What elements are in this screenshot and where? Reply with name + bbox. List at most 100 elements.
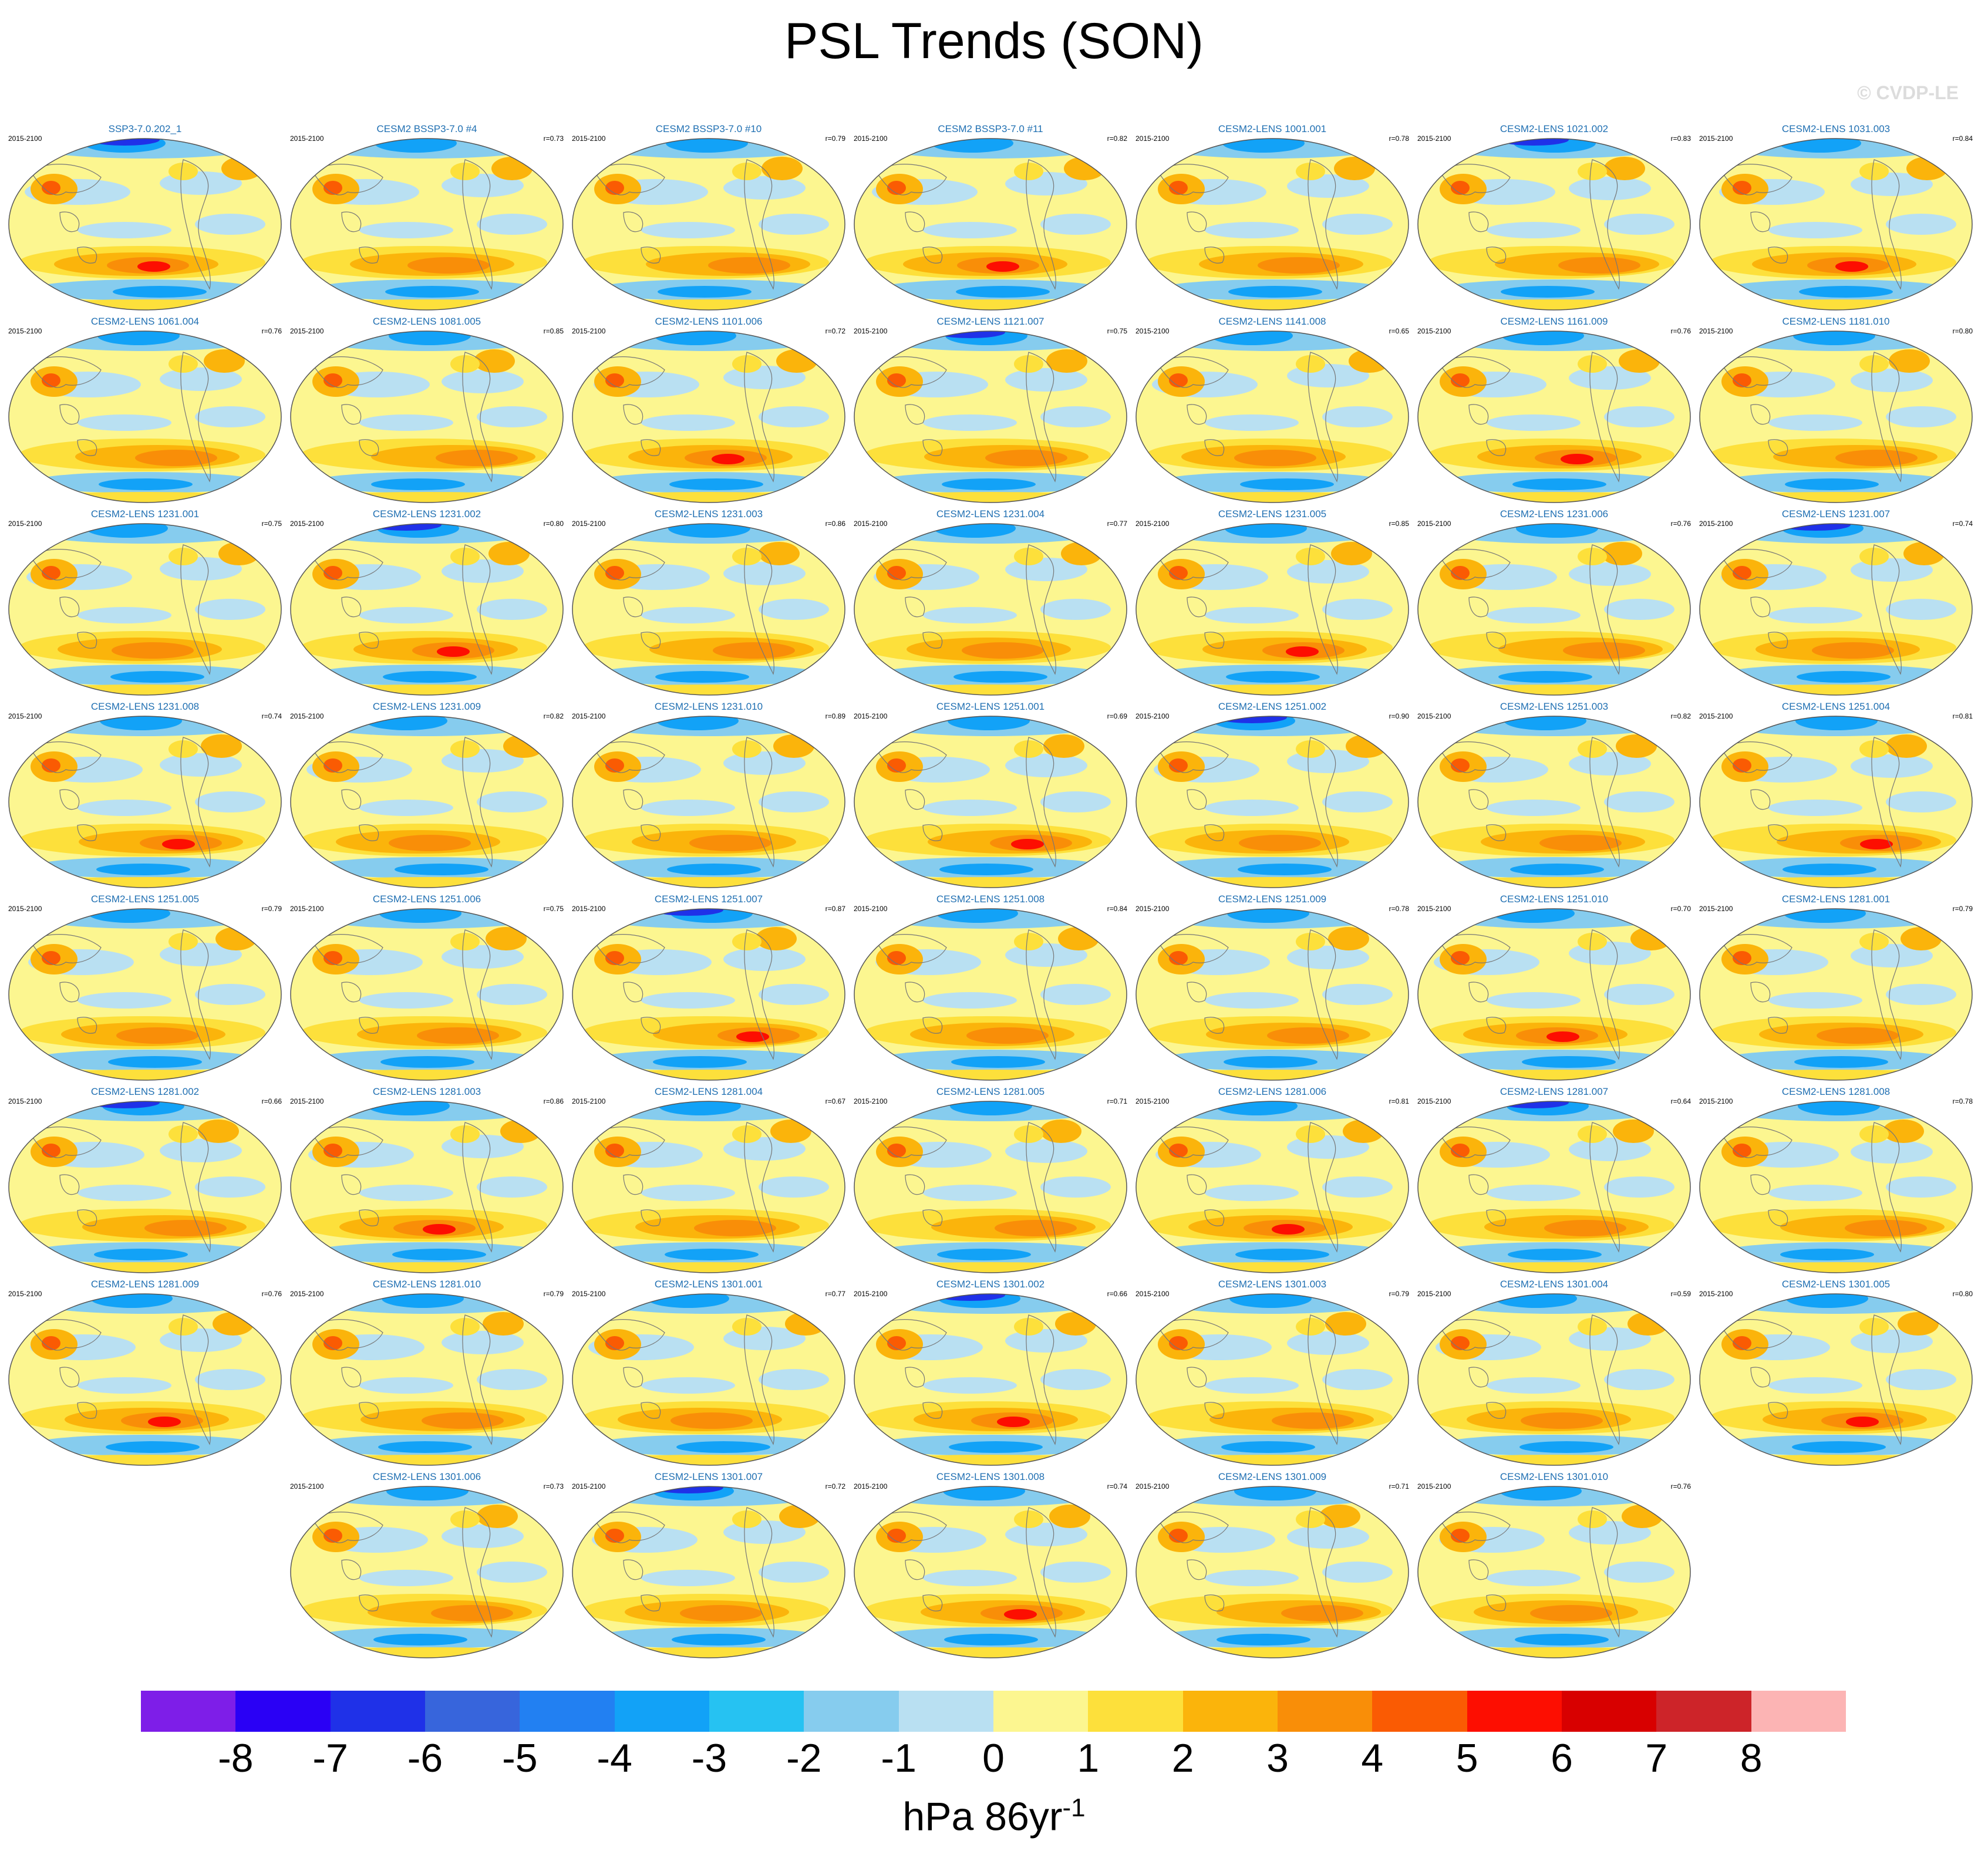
atlantic-high (770, 1119, 811, 1143)
sh-high-peak (997, 1417, 1030, 1427)
panel-period: 2015-2100 (1135, 712, 1170, 720)
panel-period: 2015-2100 (290, 905, 324, 913)
map-panel: CESM2-LENS 1231.002 2015-2100 r=0.80 (289, 508, 565, 702)
nh-high-2 (732, 355, 761, 373)
tropic-low-2 (923, 800, 1017, 816)
panel-correlation: r=0.82 (1107, 134, 1127, 143)
asia-high-core (887, 566, 906, 580)
map-border (572, 1101, 845, 1273)
coastlines (594, 737, 774, 868)
trend-map (572, 1101, 845, 1273)
coastlines (594, 1507, 774, 1638)
tropic-low (1604, 406, 1674, 427)
colorbar-swatch (1751, 1691, 1847, 1732)
nh-low-2 (1287, 174, 1369, 198)
nh-high-2 (1859, 1318, 1889, 1336)
arctic-core (1211, 331, 1293, 345)
map-panel: CESM2-LENS 1301.005 2015-2100 r=0.80 (1698, 1279, 1974, 1472)
tropic-low-2 (1768, 800, 1862, 816)
panel-title: CESM2-LENS 1301.007 (654, 1471, 763, 1482)
nh-high-2 (1296, 163, 1325, 180)
map-border (854, 523, 1127, 696)
panel-title: CESM2-LENS 1231.010 (654, 701, 763, 712)
map-border (1135, 716, 1409, 888)
panel-period: 2015-2100 (290, 1097, 324, 1105)
nh-high-2 (1296, 1510, 1325, 1528)
arctic-core (1784, 909, 1866, 923)
tropic-low (477, 984, 547, 1005)
tropic-low (1604, 214, 1674, 235)
sh-high-core (116, 1027, 198, 1044)
panel-correlation: r=0.71 (1389, 1482, 1409, 1491)
panel-correlation: r=0.81 (1389, 1097, 1409, 1105)
nh-low-2 (723, 947, 806, 971)
coastlines (875, 1314, 1056, 1445)
nh-high-2 (1014, 355, 1043, 373)
panel-correlation: r=0.89 (825, 712, 845, 720)
nh-low-2 (1005, 368, 1087, 392)
map-border (290, 716, 564, 888)
antarctic-core (1792, 1441, 1886, 1453)
nh-low-2 (723, 176, 806, 200)
panel-correlation: r=0.66 (261, 1097, 282, 1105)
panel-correlation: r=0.72 (825, 1482, 845, 1491)
antarctic-core (1235, 1249, 1329, 1260)
nh-low-2 (1287, 946, 1369, 969)
panel-correlation: r=0.80 (1952, 327, 1973, 335)
panel-title: CESM2-LENS 1231.007 (1781, 508, 1891, 520)
colorbar-tick: 2 (1171, 1736, 1194, 1781)
map-border (572, 1293, 845, 1466)
sh-high-core (112, 642, 194, 659)
nh-high-2 (1578, 1510, 1607, 1528)
nh-low-2 (1569, 177, 1651, 200)
antarctic-core (383, 671, 477, 683)
colorbar-tick: -7 (312, 1736, 348, 1781)
colorbar-swatch (804, 1691, 899, 1732)
atlantic-high (761, 157, 803, 180)
arctic-core (389, 331, 471, 345)
coastlines (1157, 352, 1338, 483)
nh-low-2 (442, 1331, 524, 1354)
map-panel: CESM2-LENS 1281.001 2015-2100 r=0.79 (1698, 893, 1974, 1087)
map-panel: CESM2-LENS 1251.005 2015-2100 r=0.79 (7, 893, 283, 1087)
panel-period: 2015-2100 (8, 712, 42, 720)
panel-correlation: r=0.66 (1107, 1290, 1127, 1298)
arctic-core (1495, 1294, 1577, 1308)
tropic-low-2 (1205, 1377, 1299, 1394)
coastlines (312, 929, 493, 1060)
trend-map (1135, 716, 1409, 888)
nh-high-2 (732, 1125, 761, 1143)
nh-low-2 (442, 945, 524, 969)
nh-high-2 (1578, 740, 1607, 758)
asia-high-core (1451, 758, 1470, 773)
nh-low-2 (1851, 1140, 1933, 1164)
antarctic-core (937, 1249, 1031, 1260)
antarctic-core (1224, 1056, 1318, 1068)
coastlines (30, 159, 211, 290)
tropic-low (195, 1176, 265, 1198)
coastlines (875, 1122, 1056, 1253)
colorbar-tick: -6 (407, 1736, 443, 1781)
panel-correlation: r=0.78 (1389, 134, 1409, 143)
asia-high-core (1733, 566, 1751, 580)
asia-high-core (324, 181, 342, 195)
panel-period: 2015-2100 (572, 905, 606, 913)
coastlines (312, 544, 493, 675)
map-panel: CESM2-LENS 1281.003 2015-2100 r=0.86 (289, 1086, 565, 1280)
asia-high-core (42, 1336, 60, 1350)
panel-period: 2015-2100 (1135, 520, 1170, 528)
panel-period: 2015-2100 (8, 1097, 42, 1105)
tropic-low (1604, 984, 1674, 1005)
sh-high-core (1558, 257, 1640, 274)
panel-correlation: r=0.72 (825, 327, 845, 335)
map-border (1417, 1486, 1691, 1658)
nh-high-2 (450, 355, 480, 373)
map-border (8, 331, 282, 503)
panel-period: 2015-2100 (572, 1097, 606, 1105)
asia-high-core (42, 1144, 60, 1158)
map-panel: CESM2-LENS 1251.009 2015-2100 r=0.78 (1134, 893, 1410, 1087)
nh-low-2 (442, 1525, 524, 1548)
tropic-low (1040, 214, 1111, 235)
map-panel: CESM2-LENS 1231.008 2015-2100 r=0.74 (7, 701, 283, 895)
nh-high-2 (1296, 740, 1325, 758)
